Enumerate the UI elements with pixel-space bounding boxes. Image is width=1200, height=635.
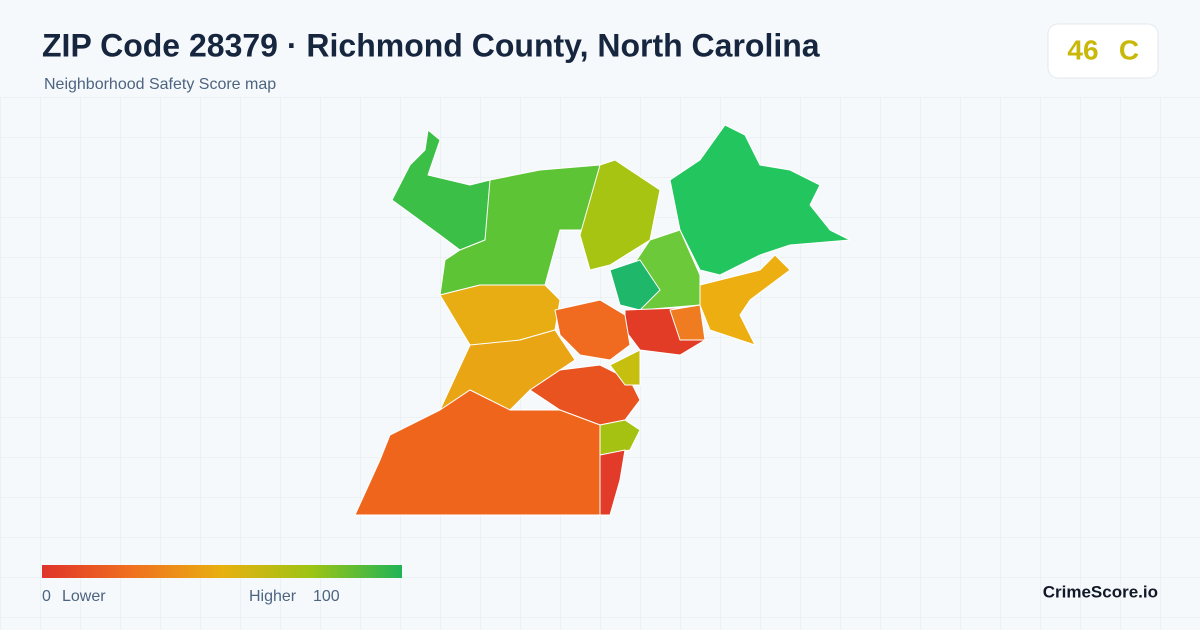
legend-min-label: Lower [62,588,106,605]
brand: CrimeScore.io [1043,582,1158,601]
region [554,299,631,361]
subtitle: Neighborhood Safety Score map [44,76,276,93]
legend-scale [42,565,402,578]
score-grade: C [1119,34,1139,65]
title: ZIP Code 28379 · Richmond County, North … [42,27,820,63]
score-value: 46 [1067,34,1098,65]
score-badge [1047,23,1159,79]
region [579,159,661,271]
region [599,419,641,456]
legend-max: 100 [313,588,340,605]
region [669,304,706,341]
region [599,449,626,516]
region [699,254,791,346]
region [669,124,851,276]
region [609,349,641,386]
map [354,124,851,516]
legend-min: 0 [42,588,51,605]
legend-max-label: Higher [249,588,297,605]
region [609,259,661,311]
